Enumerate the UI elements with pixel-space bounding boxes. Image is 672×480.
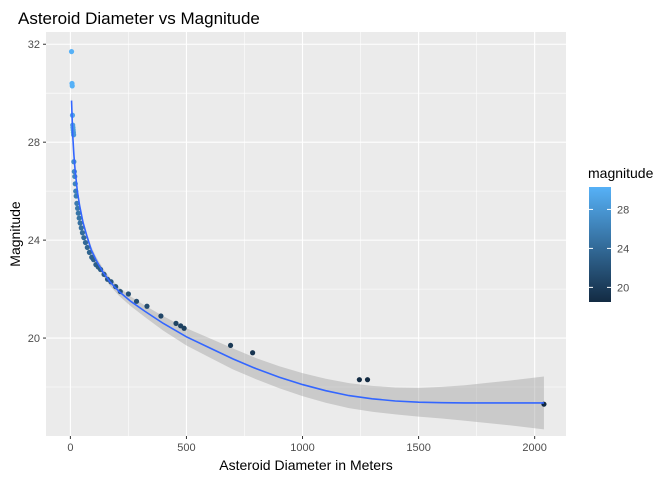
y-tick-label: 20 (28, 333, 40, 345)
legend-ticks: 20 24 28 (589, 204, 629, 294)
data-point (86, 249, 93, 255)
data-point (79, 230, 86, 236)
chart-title: Asteroid Diameter vs Magnitude (18, 9, 260, 28)
x-axis-label: Asteroid Diameter in Meters (219, 457, 393, 473)
legend-colorbar (589, 187, 611, 302)
data-point (78, 225, 84, 231)
data-point (125, 291, 132, 297)
data-point (74, 205, 81, 211)
legend: magnitude 20 24 28 (588, 165, 654, 302)
x-tick-label: 500 (177, 442, 195, 454)
legend-tick-label: 24 (617, 243, 629, 255)
data-point (227, 342, 234, 349)
data-point (84, 244, 90, 251)
data-point (74, 200, 80, 206)
grid-lines (46, 32, 566, 436)
data-point (250, 350, 256, 356)
y-tick-label: 24 (28, 235, 40, 247)
data-point (356, 377, 362, 383)
x-tick-label: 1500 (406, 442, 430, 454)
data-point (75, 210, 81, 216)
legend-tick-label: 28 (617, 204, 629, 216)
data-point (76, 215, 82, 221)
data-point (133, 298, 140, 304)
y-tick-label: 28 (28, 137, 40, 149)
data-point (173, 320, 179, 326)
confidence-ribbon (71, 93, 544, 430)
smooth-line (70, 100, 544, 404)
x-tick-label: 1000 (290, 442, 314, 454)
y-axis-label: Magnitude (7, 201, 23, 267)
data-point (158, 313, 164, 319)
data-point (68, 48, 75, 55)
data-point (81, 235, 87, 241)
legend-tick-label: 20 (617, 282, 629, 294)
data-point (77, 220, 83, 226)
data-point (82, 239, 89, 246)
x-tick-label: 2000 (522, 442, 546, 454)
data-point (364, 377, 371, 383)
data-point (71, 132, 77, 138)
smooth-line-layer (70, 100, 544, 404)
data-point (144, 303, 150, 309)
plot-panel (46, 32, 566, 436)
y-tick-label: 32 (28, 39, 40, 51)
data-point (181, 325, 187, 331)
data-point (69, 83, 75, 89)
confidence-ribbon-layer (71, 93, 544, 430)
x-axis: 0 500 1000 1500 2000 (67, 436, 547, 454)
x-tick-label: 0 (67, 442, 73, 454)
y-axis: 20 24 28 32 (28, 39, 46, 345)
legend-title: magnitude (588, 165, 654, 181)
